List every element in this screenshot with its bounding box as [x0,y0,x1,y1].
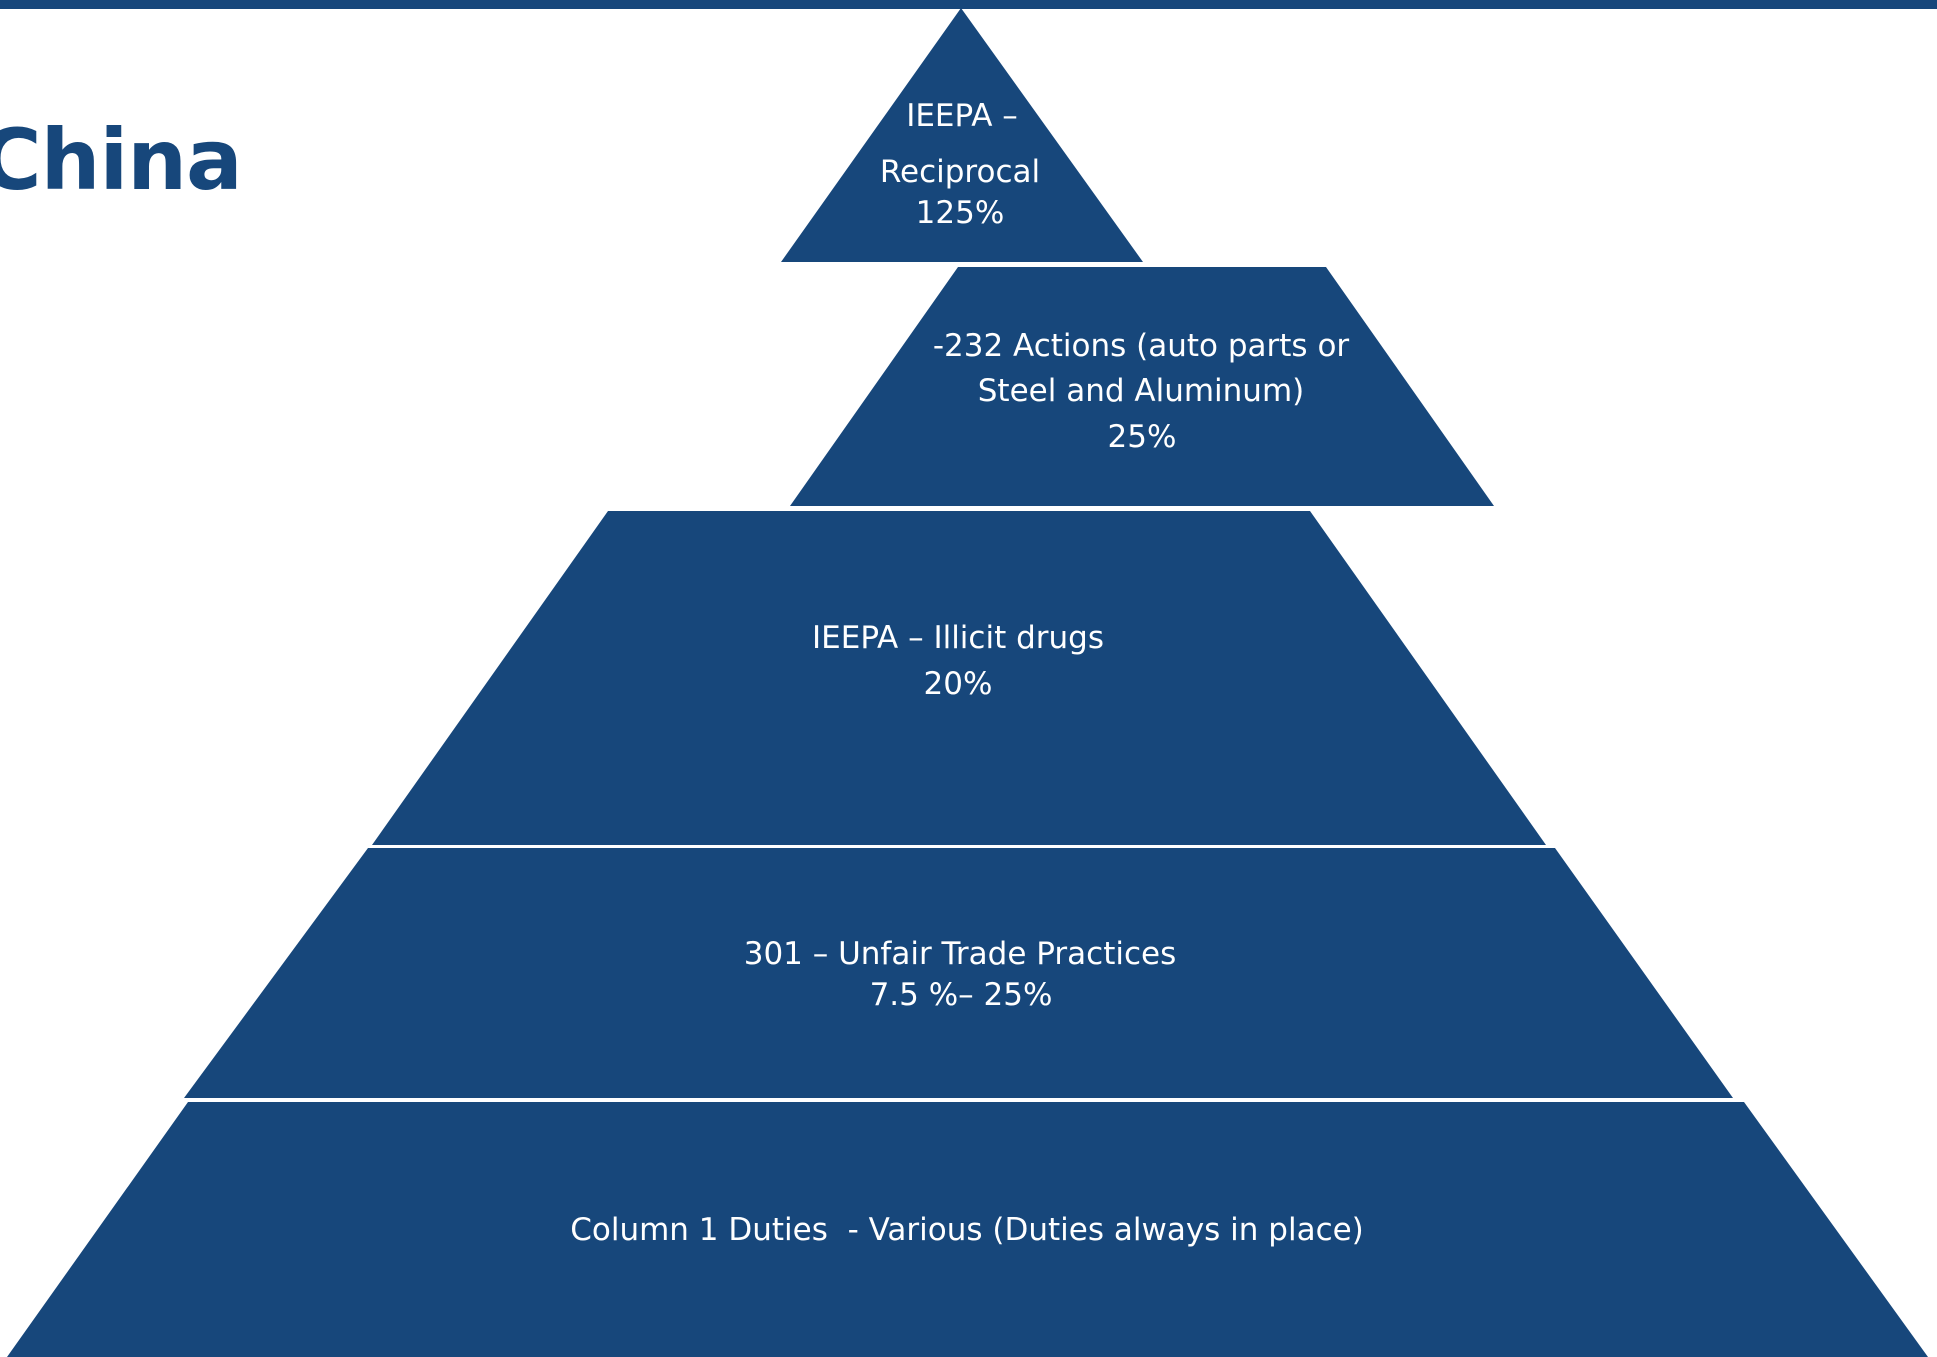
tier-label-line: 25% [1108,419,1177,455]
tier-label-line: Reciprocal [880,154,1040,190]
pyramid-tier-column-1-duties: Column 1 Duties - Various (Duties always… [7,1102,1928,1357]
tier-label-line: 7.5 %– 25% [870,977,1053,1013]
pyramid-tier-232-actions: -232 Actions (auto parts or Steel and Al… [790,267,1494,506]
pyramid-tier-ieepa-illicit-drugs: IEEPA – Illicit drugs 20% [372,511,1546,845]
pyramid-tier-ieepa-reciprocal: IEEPA – Reciprocal 125% [781,8,1143,262]
tier-label-line: Column 1 Duties - Various (Duties always… [570,1212,1364,1248]
tier-label-line: -232 Actions (auto parts or [933,328,1350,364]
tier-label-line: 20% [924,666,993,702]
tier-label-line: Steel and Aluminum) [978,373,1304,409]
tier-label-line: IEEPA – [906,98,1018,134]
tier-label-line: 125% [916,195,1005,231]
tier-label-line: IEEPA – Illicit drugs [812,620,1104,656]
tier-label-line: 301 – Unfair Trade Practices [744,936,1177,972]
tier-shape [184,848,1733,1098]
pyramid-tier-301-unfair-trade: 301 – Unfair Trade Practices 7.5 %– 25% [184,848,1733,1098]
